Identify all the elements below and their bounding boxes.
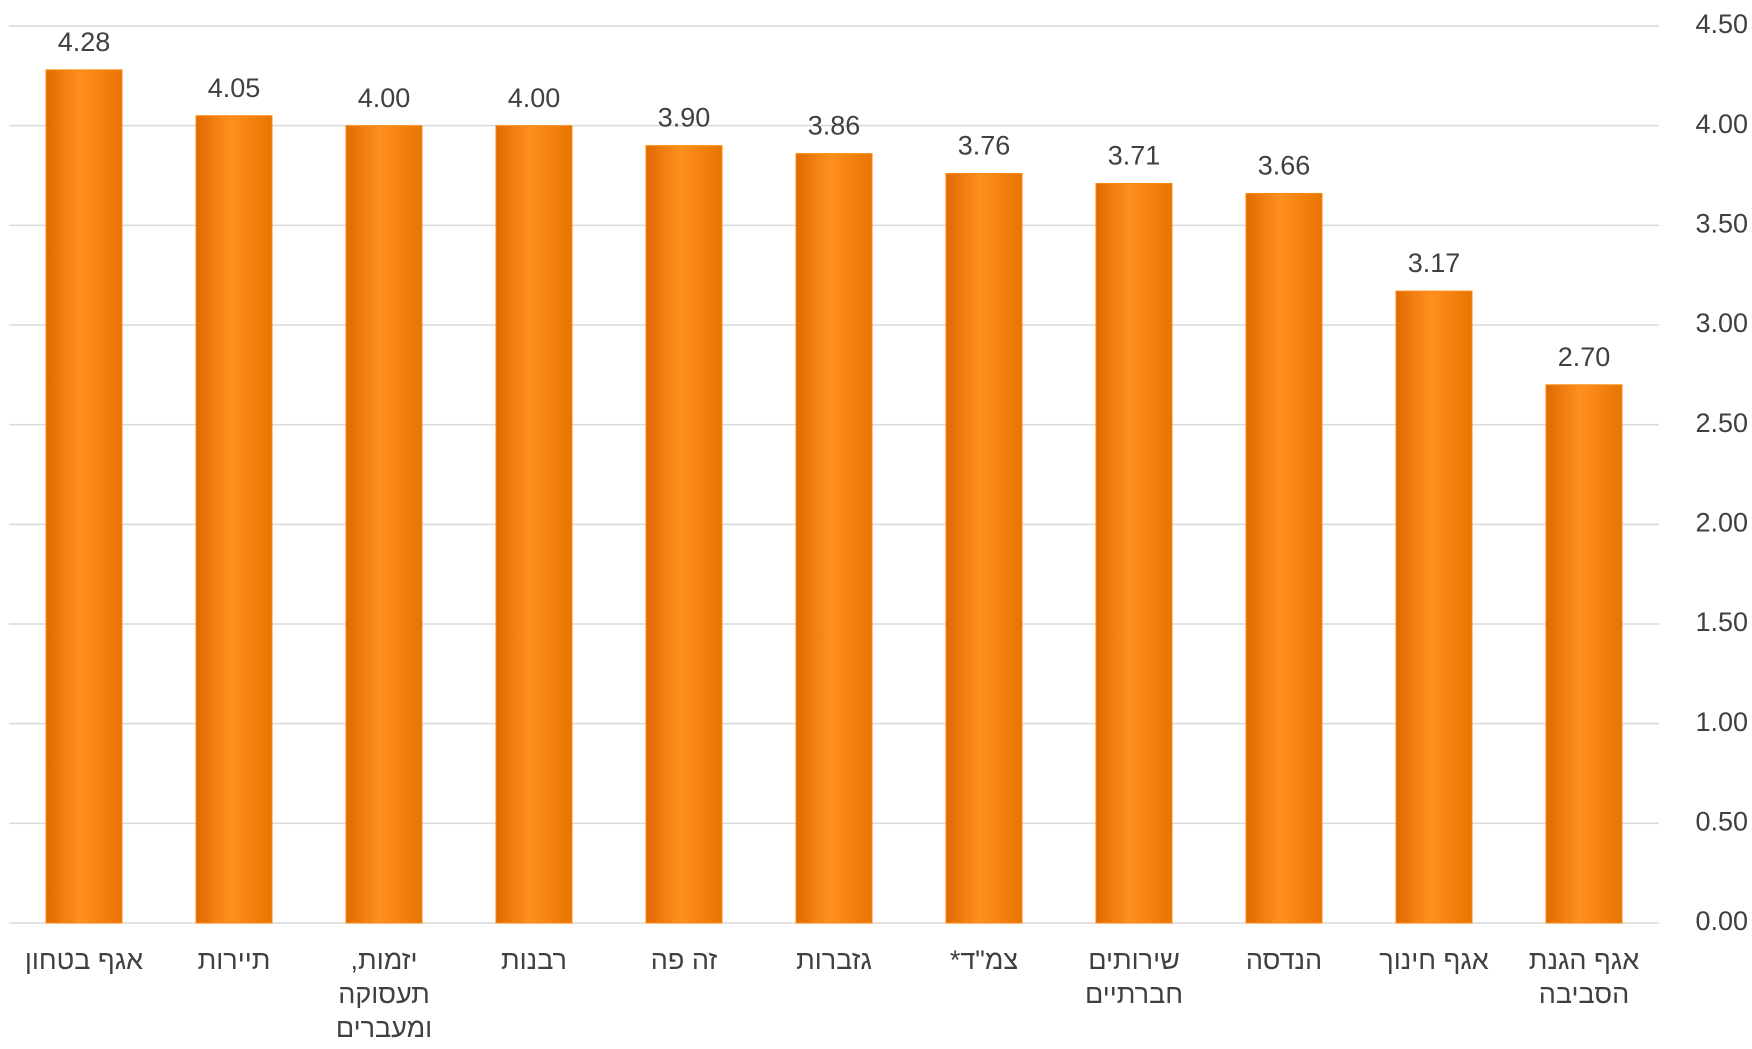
value-label: 3.90 — [658, 103, 711, 133]
bar — [45, 69, 123, 924]
bar — [945, 173, 1023, 924]
bar — [1395, 290, 1473, 924]
y-tick-label: 2.50 — [1695, 408, 1748, 438]
x-tick-label: אגף בטחון — [24, 945, 144, 975]
value-label: 3.17 — [1408, 248, 1461, 278]
bar — [1095, 182, 1173, 924]
y-tick-label: 3.50 — [1695, 208, 1748, 238]
y-tick-label: 0.00 — [1695, 906, 1748, 936]
x-tick-label: תיירות — [197, 945, 271, 975]
value-label: 4.05 — [208, 73, 261, 103]
value-label: 4.00 — [508, 83, 561, 113]
value-label: 3.76 — [958, 131, 1011, 161]
value-label: 4.00 — [358, 83, 411, 113]
bar — [645, 145, 723, 924]
x-tick-label: זה פה — [650, 945, 718, 975]
y-tick-label: 3.00 — [1695, 308, 1748, 338]
x-tick-label: אגף חינוך — [1379, 945, 1489, 975]
bar — [795, 153, 873, 924]
value-label: 2.70 — [1558, 342, 1611, 372]
y-tick-label: 1.50 — [1695, 607, 1748, 637]
x-tick-label: הנדסה — [1245, 945, 1323, 975]
x-tick-label: צמ"ד* — [949, 945, 1019, 975]
x-tick-label: רבנות — [501, 945, 567, 975]
bar — [195, 115, 273, 924]
y-tick-label: 0.50 — [1695, 806, 1748, 836]
x-tick-label: יזמות, תעסוקה ומעברים — [335, 945, 433, 1043]
x-tick-label: אגף הגנת הסביבה — [1528, 945, 1640, 1009]
y-tick-label: 1.00 — [1695, 707, 1748, 737]
x-tick-label: שירותים חברתיים — [1085, 945, 1183, 1009]
value-label: 3.86 — [808, 111, 861, 141]
value-label: 3.66 — [1258, 151, 1311, 181]
x-tick-label: גזברות — [796, 945, 872, 975]
y-tick-label: 2.00 — [1695, 507, 1748, 537]
y-tick-label: 4.50 — [1695, 9, 1748, 39]
value-label: 4.28 — [58, 27, 111, 57]
bar — [345, 125, 423, 924]
bar — [1245, 192, 1323, 924]
bar — [1545, 384, 1623, 924]
value-label: 3.71 — [1108, 141, 1161, 171]
y-tick-label: 4.00 — [1695, 109, 1748, 139]
bar — [495, 125, 573, 924]
